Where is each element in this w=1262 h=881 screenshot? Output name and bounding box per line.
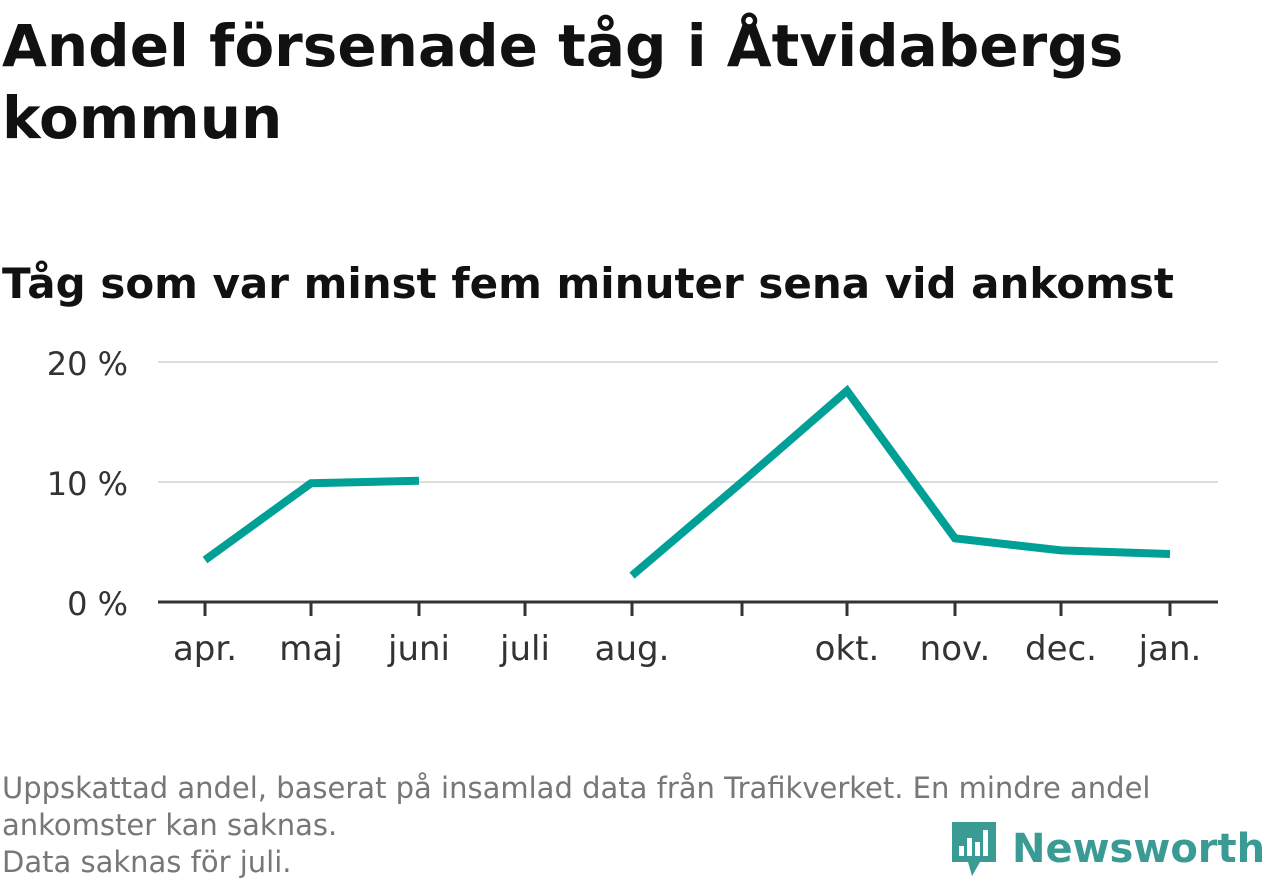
- footer-note-line: ankomster kan saknas.: [2, 808, 338, 842]
- footer-note: Uppskattad andel, baserat på insamlad da…: [2, 770, 1252, 881]
- x-tick-label: juni: [387, 629, 450, 669]
- logo-text: Newsworthy: [1012, 826, 1262, 872]
- series-line: [202, 476, 420, 564]
- chart-subtitle: Tåg som var minst fem minuter sena vid a…: [2, 259, 1174, 308]
- x-tick-label: juli: [499, 629, 550, 669]
- x-axis-tick-labels: apr. maj juni juli aug. okt. nov. dec. jan.: [173, 629, 1201, 669]
- x-tick-label: okt.: [815, 629, 880, 669]
- footer-note-line: Data saknas för juli.: [2, 845, 292, 879]
- newsworthy-bar-chart-icon: [952, 822, 996, 876]
- x-tick-label: dec.: [1025, 629, 1097, 669]
- x-tick-label: jan.: [1138, 629, 1202, 669]
- y-tick-label: 10 %: [47, 465, 128, 503]
- x-tick-label: maj: [279, 629, 342, 669]
- series-line: [629, 384, 1171, 579]
- chart-title: Andel försenade tåg i Åtvidabergs kommun: [2, 12, 1124, 152]
- data-series: [202, 384, 1171, 579]
- y-axis-tick-labels: 0 % 10 % 20 %: [47, 345, 128, 623]
- newsworthy-logo: Newsworthy: [950, 818, 1262, 880]
- gridlines: [158, 361, 1218, 483]
- y-tick-label: 20 %: [47, 345, 128, 383]
- x-tick-label: apr.: [173, 629, 237, 669]
- x-tick-label: nov.: [920, 629, 991, 669]
- x-axis: [158, 600, 1218, 616]
- x-tick-label: aug.: [595, 629, 670, 669]
- footer-note-line: Uppskattad andel, baserat på insamlad da…: [2, 771, 1151, 805]
- y-tick-label: 0 %: [67, 585, 128, 623]
- line-chart: 0 % 10 % 20 % apr. maj juni juli aug. okt. nov. d…: [47, 345, 1218, 669]
